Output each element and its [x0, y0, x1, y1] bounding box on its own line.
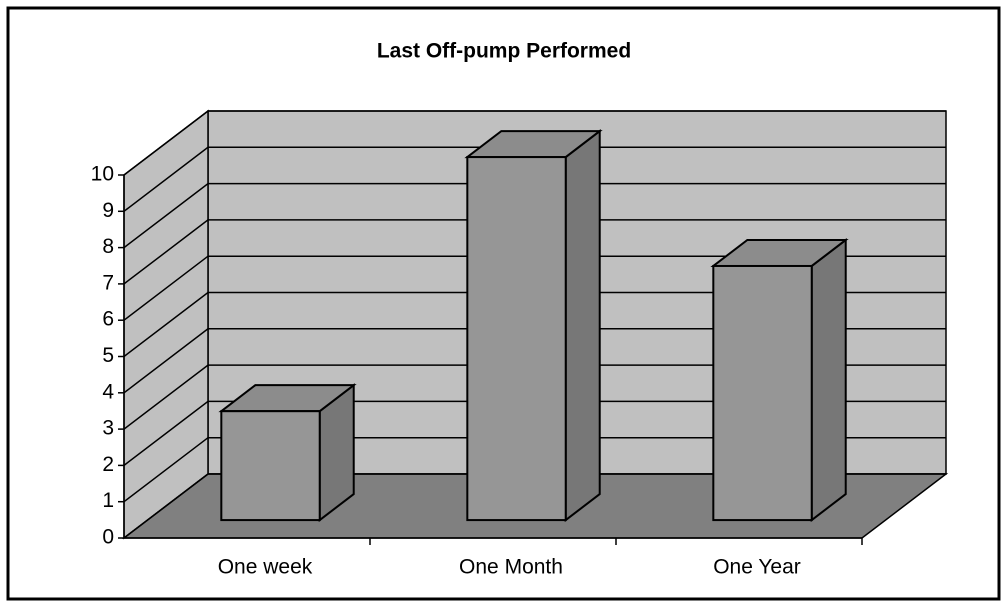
grid-line	[123, 255, 946, 321]
chart-title: Last Off-pump Performed	[377, 40, 631, 63]
grid-line	[123, 182, 946, 249]
bar	[466, 156, 567, 522]
y-tick-label: 3	[102, 417, 114, 440]
bar	[220, 410, 321, 522]
bar-side	[564, 129, 601, 523]
grid-line	[123, 364, 946, 430]
x-tick-label: One Year	[713, 556, 801, 579]
y-tick-label: 4	[102, 380, 114, 403]
y-tick-label: 2	[102, 453, 114, 476]
grid-line	[123, 219, 946, 285]
grid-line	[123, 291, 946, 358]
y-tick-label: 10	[91, 163, 114, 186]
grid-line	[123, 436, 946, 503]
grid-line	[123, 400, 946, 466]
x-tick-label: One week	[218, 556, 313, 579]
bar	[712, 264, 813, 522]
grid-line	[123, 146, 946, 212]
y-tick-label: 5	[102, 344, 114, 367]
y-tick-label: 7	[102, 271, 114, 294]
bar-side	[810, 237, 847, 523]
grid-line	[123, 473, 946, 539]
x-tick-label: One Month	[459, 556, 563, 579]
grid-line	[123, 110, 946, 176]
y-tick-label: 0	[102, 526, 114, 549]
y-tick-label: 6	[102, 308, 114, 331]
y-tick-label: 1	[102, 489, 114, 512]
grid-line	[123, 328, 946, 394]
y-tick-label: 9	[102, 199, 114, 222]
y-tick-label: 8	[102, 235, 114, 258]
